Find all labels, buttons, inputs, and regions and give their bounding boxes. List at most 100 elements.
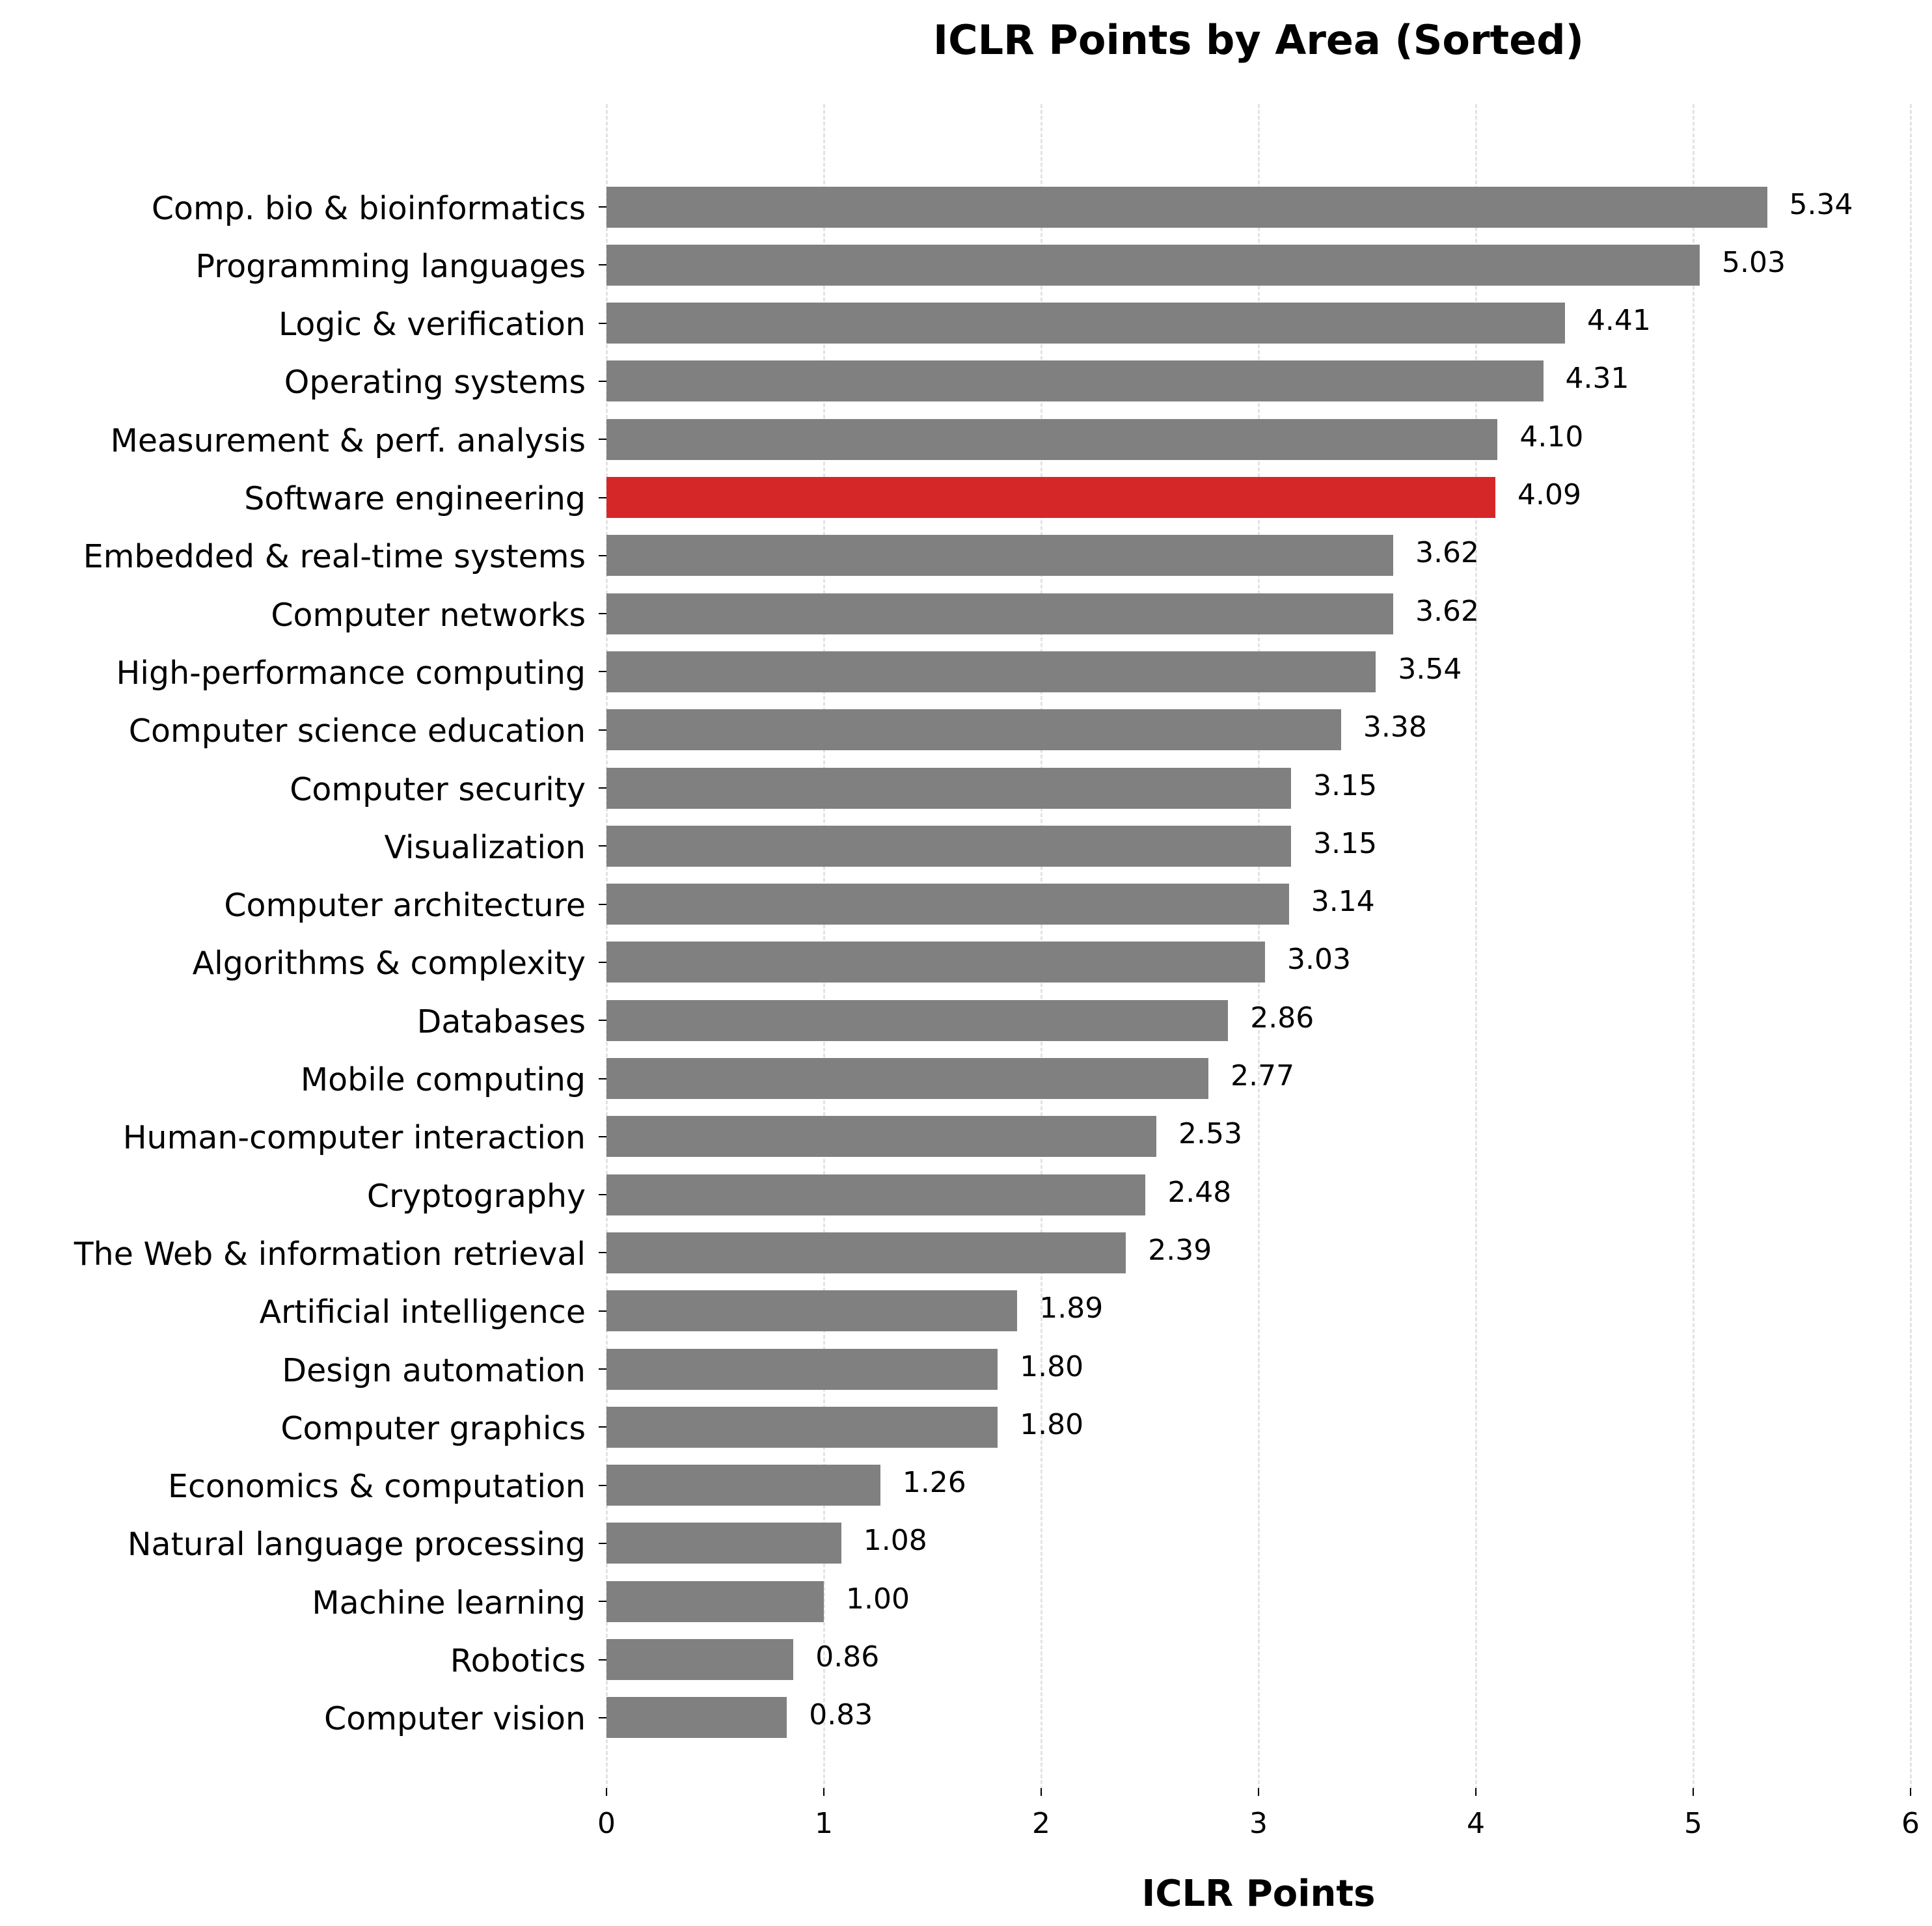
- y-tick-mark: [599, 554, 606, 556]
- bar-value-label: 1.80: [1020, 1350, 1084, 1383]
- x-tick-mark: [1910, 1788, 1911, 1796]
- category-label: Operating systems: [284, 364, 586, 401]
- bar: [606, 1290, 1018, 1332]
- bar-value-label: 3.54: [1398, 652, 1462, 686]
- category-label: Programming languages: [195, 247, 586, 285]
- category-label: Computer networks: [271, 596, 586, 634]
- bar-value-label: 2.77: [1231, 1059, 1295, 1092]
- x-tick-mark: [606, 1788, 607, 1796]
- x-tick-label: 6: [1901, 1807, 1920, 1840]
- y-tick-mark: [599, 1426, 606, 1428]
- y-tick-mark: [599, 1252, 606, 1254]
- bar-value-label: 4.31: [1565, 362, 1629, 396]
- gridline: [1910, 104, 1912, 1796]
- x-tick-label: 5: [1684, 1807, 1702, 1840]
- category-label: Embedded & real-time systems: [83, 538, 586, 576]
- y-tick-mark: [599, 1078, 606, 1079]
- bar-value-label: 1.26: [902, 1466, 966, 1500]
- bar: [606, 709, 1341, 751]
- bar-value-label: 2.39: [1148, 1233, 1212, 1267]
- gridline: [1693, 104, 1694, 1796]
- bar: [606, 1232, 1126, 1273]
- y-tick-mark: [599, 613, 606, 615]
- y-tick-mark: [599, 206, 606, 208]
- bar: [606, 477, 1496, 518]
- bar: [606, 767, 1292, 809]
- bar: [606, 825, 1292, 867]
- bar: [606, 1465, 880, 1506]
- x-tick-mark: [1693, 1788, 1694, 1796]
- bar: [606, 884, 1289, 925]
- chart-title: ICLR Points by Area (Sorted): [933, 16, 1584, 64]
- bar: [606, 999, 1229, 1041]
- y-tick-mark: [599, 1310, 606, 1312]
- y-tick-mark: [599, 903, 606, 905]
- bar-value-label: 1.89: [1039, 1292, 1104, 1325]
- bar-value-label: 3.62: [1415, 536, 1480, 570]
- x-tick-mark: [1041, 1788, 1042, 1796]
- bar: [606, 418, 1498, 460]
- bar-value-label: 3.14: [1311, 885, 1375, 919]
- y-tick-mark: [599, 1659, 606, 1661]
- category-label: Economics & computation: [167, 1468, 586, 1506]
- bar-value-label: 0.83: [809, 1698, 873, 1732]
- bar: [606, 651, 1376, 692]
- y-tick-mark: [599, 496, 606, 498]
- bar-value-label: 1.00: [846, 1582, 910, 1616]
- category-label: Design automation: [282, 1351, 586, 1389]
- category-label: High-performance computing: [116, 654, 586, 692]
- bar-value-label: 4.41: [1586, 304, 1651, 338]
- category-label: Software engineering: [244, 480, 586, 517]
- bar-value-label: 4.09: [1517, 478, 1582, 511]
- x-tick-mark: [823, 1788, 824, 1796]
- bar-value-label: 2.86: [1250, 1001, 1314, 1035]
- category-label: Mobile computing: [300, 1061, 586, 1098]
- y-tick-mark: [599, 380, 606, 382]
- category-label: Computer security: [290, 770, 586, 808]
- y-tick-mark: [599, 1194, 606, 1196]
- gridline: [1475, 104, 1477, 1796]
- x-tick-mark: [1258, 1788, 1259, 1796]
- x-tick-label: 2: [1032, 1807, 1050, 1840]
- y-tick-mark: [599, 1601, 606, 1603]
- category-label: Logic & verification: [278, 306, 586, 344]
- bar-value-label: 2.53: [1178, 1117, 1242, 1151]
- bar-value-label: 5.34: [1789, 187, 1853, 221]
- bar: [606, 244, 1700, 286]
- y-tick-mark: [599, 671, 606, 673]
- y-tick-mark: [599, 1484, 606, 1486]
- bar: [606, 186, 1767, 228]
- category-label: The Web & information retrieval: [74, 1235, 586, 1273]
- category-label: Cryptography: [366, 1177, 586, 1215]
- y-tick-mark: [599, 1542, 606, 1544]
- bar: [606, 1174, 1146, 1215]
- y-tick-mark: [599, 1716, 606, 1718]
- category-label: Measurement & perf. analysis: [110, 422, 586, 459]
- bar-value-label: 2.48: [1167, 1175, 1232, 1209]
- y-tick-mark: [599, 1020, 606, 1022]
- bar-value-label: 1.80: [1020, 1407, 1084, 1441]
- bar: [606, 1639, 794, 1680]
- x-tick-label: 4: [1467, 1807, 1485, 1840]
- category-label: Visualization: [384, 828, 586, 866]
- bar-value-label: 3.38: [1363, 711, 1427, 744]
- bar-value-label: 3.15: [1313, 768, 1378, 802]
- bar-value-label: 3.03: [1287, 943, 1351, 977]
- y-tick-mark: [599, 961, 606, 963]
- y-tick-mark: [599, 787, 606, 789]
- bar: [606, 1058, 1209, 1099]
- category-label: Robotics: [450, 1642, 586, 1679]
- bar: [606, 1523, 841, 1564]
- category-label: Human-computer interaction: [122, 1119, 586, 1157]
- category-label: Artificial intelligence: [259, 1294, 586, 1331]
- bar-value-label: 3.15: [1313, 826, 1378, 860]
- bar: [606, 303, 1565, 344]
- bar: [606, 593, 1394, 634]
- y-tick-mark: [599, 1368, 606, 1370]
- y-tick-mark: [599, 439, 606, 441]
- bar-value-label: 5.03: [1722, 245, 1786, 279]
- category-label: Computer vision: [324, 1700, 586, 1738]
- y-tick-mark: [599, 322, 606, 324]
- bar: [606, 1580, 824, 1622]
- bar: [606, 1406, 998, 1448]
